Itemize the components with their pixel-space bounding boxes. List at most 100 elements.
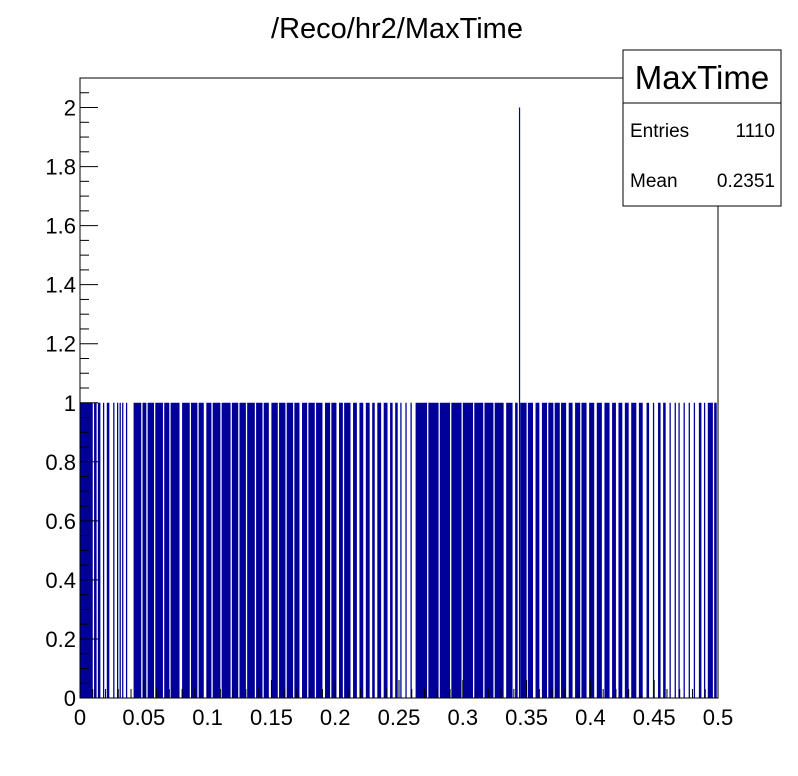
histogram-bar	[271, 402, 278, 698]
chart-title: /Reco/hr2/MaxTime	[271, 13, 523, 45]
histogram-bar	[515, 402, 518, 698]
histogram-bar	[231, 402, 239, 698]
histogram-bar	[390, 402, 393, 698]
histogram-bar	[353, 402, 357, 698]
histogram-bar	[638, 402, 643, 698]
x-tick-label: 0.35	[505, 705, 548, 730]
histogram-bar	[405, 402, 407, 698]
histogram-bar	[631, 402, 637, 698]
stats-box-frame	[622, 49, 782, 207]
histogram-bar	[94, 402, 97, 698]
histogram-bar	[302, 402, 308, 698]
y-tick-label: 2	[64, 96, 76, 121]
histogram-bar	[102, 402, 105, 698]
histogram-bar	[604, 402, 610, 698]
histogram-bar	[316, 402, 323, 698]
histogram-bar	[359, 402, 364, 698]
x-tick-label: 0.3	[448, 705, 479, 730]
histogram-bar	[688, 402, 690, 698]
histogram-bars	[80, 107, 717, 698]
y-tick-label: 1.6	[45, 214, 76, 239]
histogram-bar	[618, 402, 623, 698]
histogram-bar	[212, 402, 221, 698]
histogram-bar	[561, 402, 567, 698]
x-tick-label: 0.05	[122, 705, 165, 730]
histogram-bar	[133, 402, 142, 698]
histogram-bar	[191, 402, 198, 698]
y-tick-label: 1.8	[45, 155, 76, 180]
y-tick-label: 0.6	[45, 509, 76, 534]
y-tick-label: 1.4	[45, 273, 76, 298]
x-tick-label: 0.45	[633, 705, 676, 730]
histogram-bar	[383, 402, 388, 698]
histogram-bar	[125, 402, 128, 698]
histogram-bar	[520, 402, 527, 698]
histogram-bar	[263, 402, 269, 698]
histogram-bar	[182, 402, 190, 698]
histogram-bar	[527, 402, 533, 698]
y-tick-label: 0.2	[45, 627, 76, 652]
histogram-bar	[506, 402, 513, 698]
histogram-bar	[372, 402, 375, 698]
y-axis: 0 0.2 0.4 0.6 0.8 1 1.2 1.4 1.6 1.8 2	[45, 77, 98, 711]
histogram-bar	[439, 402, 451, 698]
y-tick-label: 1.2	[45, 332, 76, 357]
histogram-bar	[462, 402, 474, 698]
y-tick-label: 0.8	[45, 450, 76, 475]
x-tick-label: 0.4	[575, 705, 606, 730]
histogram-bar	[142, 402, 147, 698]
histogram-bar	[663, 402, 666, 698]
histogram-bar	[324, 402, 331, 698]
histogram-bar	[428, 402, 439, 698]
histogram-bar	[541, 402, 548, 698]
histogram-bar	[221, 402, 231, 698]
x-axis: 0 0.05 0.1 0.15 0.2 0.25 0.3 0.35 0.4 0.45 0.5	[74, 680, 733, 730]
histogram-bar	[239, 402, 246, 698]
histogram-bar	[256, 402, 263, 698]
stats-mean-value: 0.2351	[717, 171, 775, 192]
histogram-bar	[170, 402, 180, 698]
histogram-bar	[698, 402, 702, 698]
histogram-bar	[106, 402, 110, 698]
histogram-bar	[117, 402, 119, 698]
histogram-bar	[206, 402, 212, 698]
stats-box: MaxTime Entries 1110 Mean 0.2351	[622, 49, 782, 207]
histogram-bar	[113, 402, 115, 698]
histogram-bar	[596, 402, 602, 698]
x-tick-label: 0	[74, 705, 86, 730]
histogram-bar	[164, 402, 170, 698]
histogram-bar	[474, 402, 484, 698]
x-tick-label: 0.5	[703, 705, 734, 730]
histogram-bar	[400, 402, 402, 698]
histogram-bar	[198, 402, 204, 698]
histogram-bar	[652, 402, 655, 698]
stats-box-title: MaxTime	[635, 59, 769, 96]
histogram-bar	[410, 402, 412, 698]
histogram-bar	[339, 402, 343, 698]
x-tick-label: 0.25	[378, 705, 421, 730]
histogram-bar	[344, 402, 351, 698]
histogram-bar-tall	[518, 107, 521, 698]
histogram-bar	[669, 402, 671, 698]
histogram-bar	[286, 402, 294, 698]
histogram-bar	[646, 402, 650, 698]
histogram-bar	[693, 402, 696, 698]
stats-entries-label: Entries	[630, 121, 689, 142]
histogram-bar	[119, 402, 121, 698]
x-tick-label: 0.1	[192, 705, 223, 730]
histogram-bar	[548, 402, 554, 698]
histogram-bar	[589, 402, 595, 698]
x-tick-label: 0.15	[250, 705, 293, 730]
stats-entries-value: 1110	[736, 121, 775, 142]
x-tick-label: 0.2	[320, 705, 351, 730]
histogram-bar	[97, 402, 101, 698]
histogram-bar	[703, 402, 706, 698]
histogram-bar	[395, 402, 398, 698]
histogram-bar	[581, 402, 587, 698]
histogram-bar	[678, 402, 680, 698]
histogram-bar	[575, 402, 581, 698]
histogram-bar	[484, 402, 494, 698]
histogram-bar	[308, 402, 315, 698]
histogram-bar	[714, 402, 717, 698]
